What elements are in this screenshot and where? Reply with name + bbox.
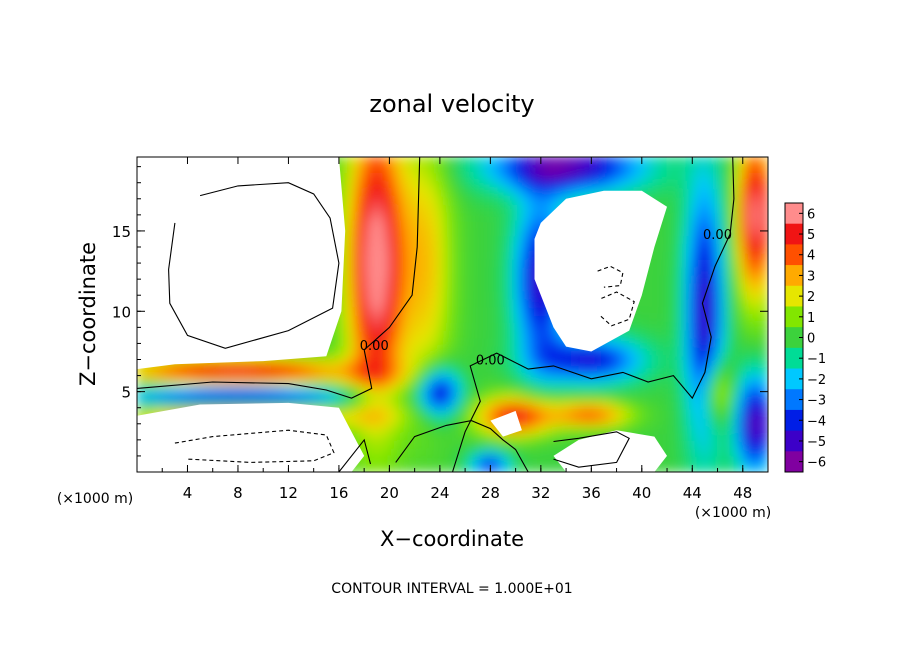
y-axis-label: Z−coordinate — [76, 242, 100, 386]
x-tick-label: 36 — [582, 484, 601, 502]
contour-line-1 — [137, 157, 421, 399]
x-tick-label: 28 — [481, 484, 500, 502]
contour-label-3: 0.00 — [703, 228, 732, 243]
x-tick-label: 16 — [329, 484, 348, 502]
x-tick-label: 12 — [279, 484, 298, 502]
x-axis: 4 8 12 16 20 24 28 32 36 40 44 48 — [161, 157, 752, 502]
colorbar-swatch — [785, 368, 803, 390]
colorbar-swatch — [785, 389, 803, 411]
y-tick-label: 15 — [112, 223, 131, 241]
contour-label-2: 0.00 — [476, 353, 505, 368]
colorbar-tick-label: 3 — [807, 269, 815, 284]
y-axis: 5 10 15 — [112, 166, 768, 457]
missing-region-1 — [137, 157, 346, 370]
x-tick-label: 24 — [430, 484, 449, 502]
x-tick-label: 48 — [733, 484, 752, 502]
colorbar-tick-label: −1 — [807, 352, 826, 367]
contour-label-1: 0.00 — [360, 339, 389, 354]
x-unit-right: (×1000 m) — [695, 505, 771, 521]
x-unit-left: (×1000 m) — [57, 491, 133, 507]
x-tick-label: 40 — [632, 484, 651, 502]
contour-line-4 — [451, 157, 735, 472]
y-tick-label: 5 — [121, 384, 131, 402]
colorbar-tick-label: −4 — [807, 414, 826, 429]
colorbar-swatch — [785, 306, 803, 328]
colorbar-swatch — [785, 409, 803, 432]
plot-area — [136, 156, 769, 473]
contour-lines — [137, 157, 735, 472]
x-axis-label: X−coordinate — [380, 527, 524, 551]
x-tick-label: 32 — [531, 484, 550, 502]
colorbar-tick-label: −6 — [807, 456, 826, 471]
colorbar-tick-label: 2 — [807, 290, 815, 305]
colorbar-tick-label: 5 — [807, 228, 815, 243]
contour-line-2 — [338, 438, 372, 472]
x-tick-label: 44 — [683, 484, 702, 502]
x-tick-label: 4 — [183, 484, 193, 502]
missing-region-5 — [490, 410, 522, 437]
colorbar-tick-label: −3 — [807, 394, 826, 409]
colorbar-tick-label: 0 — [807, 332, 815, 347]
colorbar-swatch — [785, 244, 803, 266]
colorbar-swatch — [785, 285, 803, 307]
colorbar-tick-label: 1 — [807, 311, 815, 326]
colorbar-swatch — [785, 223, 803, 245]
x-tick-label: 8 — [233, 484, 243, 502]
contour-line-3 — [395, 420, 529, 472]
colorbar-swatch — [785, 203, 803, 225]
missing-value-regions — [137, 157, 667, 472]
colorbar-swatch — [785, 347, 803, 370]
colorbar-tick-label: −2 — [807, 373, 826, 388]
contour-line-8 — [598, 291, 635, 327]
colorbar-tick-label: 4 — [807, 249, 815, 264]
colorbar-swatch — [785, 451, 803, 473]
colorbar-tick-label: −5 — [807, 435, 826, 450]
colorbar-swatch — [785, 430, 803, 452]
missing-region-4 — [553, 430, 667, 472]
missing-region-2 — [137, 402, 365, 472]
x-tick-label: 20 — [380, 484, 399, 502]
chart-title: zonal velocity — [369, 90, 534, 118]
y-tick-label: 10 — [112, 303, 131, 321]
colorbar: 6 5 4 3 2 1 0 −1 −2 −3 −4 −5 −6 — [784, 202, 826, 473]
colorbar-swatch — [785, 327, 803, 349]
missing-region-3 — [534, 190, 667, 352]
colorbar-swatch — [785, 265, 803, 287]
contour-line-7 — [597, 265, 624, 288]
contour-labels: 0.00 0.00 0.00 — [360, 228, 732, 368]
contour-line-9 — [553, 431, 630, 468]
contour-line-5 — [168, 182, 340, 349]
plot-frame — [136, 156, 769, 473]
colorbar-tick-label: 6 — [807, 207, 815, 222]
contour-interval-note: CONTOUR INTERVAL = 1.000E+01 — [331, 581, 572, 597]
contour-line-6 — [174, 429, 335, 463]
